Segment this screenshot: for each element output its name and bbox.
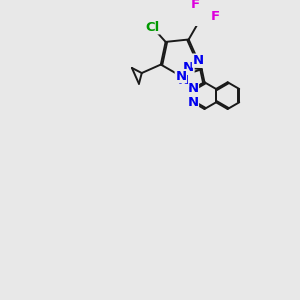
Text: N: N xyxy=(175,70,186,83)
Text: N: N xyxy=(187,82,199,95)
Text: N: N xyxy=(183,61,194,74)
Text: N: N xyxy=(187,96,199,109)
Text: N: N xyxy=(177,74,188,86)
Text: F: F xyxy=(191,0,200,11)
Text: Cl: Cl xyxy=(145,21,160,34)
Text: F: F xyxy=(211,10,220,23)
Text: N: N xyxy=(193,54,204,67)
